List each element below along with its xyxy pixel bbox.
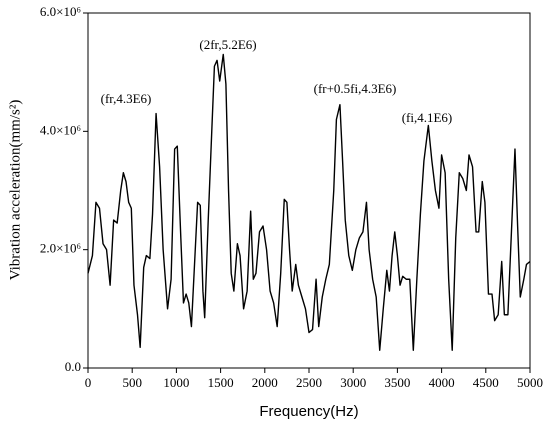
x-tick-label: 0 — [85, 375, 92, 390]
x-tick-label: 2000 — [252, 375, 278, 390]
x-tick-label: 5000 — [517, 375, 543, 390]
y-tick-label: 0.0 — [65, 359, 81, 374]
annotation: (fr+0.5fi,4.3E6) — [314, 81, 397, 96]
x-tick-label: 2500 — [296, 375, 322, 390]
x-tick-label: 1000 — [163, 375, 189, 390]
x-axis-label: Frequency(Hz) — [259, 403, 358, 420]
y-axis-label: Vibration acceleration(mm/s²) — [7, 100, 23, 281]
x-tick-label: 3000 — [340, 375, 366, 390]
x-tick-label: 1500 — [208, 375, 234, 390]
plot-frame — [87, 12, 531, 369]
annotation: (2fr,5.2E6) — [199, 37, 256, 52]
annotation: (fi,4.1E6) — [402, 110, 453, 125]
annotation: (fr,4.3E6) — [101, 91, 152, 106]
y-tick-label: 2.0×10⁶ — [40, 241, 81, 256]
x-tick-label: 3500 — [384, 375, 410, 390]
data-line — [87, 53, 531, 351]
y-tick-label: 6.0×10⁶ — [40, 4, 81, 19]
y-tick-label: 4.0×10⁶ — [40, 122, 81, 137]
x-tick-label: 4500 — [473, 375, 499, 390]
x-tick-label: 4000 — [429, 375, 455, 390]
x-tick-label: 500 — [122, 375, 142, 390]
